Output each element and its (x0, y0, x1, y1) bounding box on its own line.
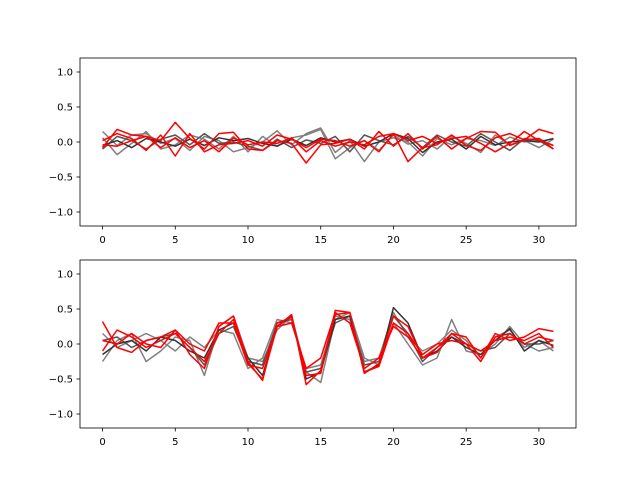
x-tick-label: 10 (242, 437, 255, 448)
x-tick-label: 15 (314, 235, 327, 246)
x-tick-label: 10 (242, 235, 255, 246)
y-tick-label: 0.0 (57, 138, 73, 149)
y-tick-label: −0.5 (49, 173, 73, 184)
series-line-6 (102, 311, 554, 370)
bottom-subplot: 0 5 10 15 20 25 30 −1.0 −0.5 0.0 0.5 1.0 (49, 259, 577, 448)
x-tick-label: 25 (460, 235, 473, 246)
series-group (101, 306, 554, 386)
x-tick-label: 25 (460, 437, 473, 448)
series-group (101, 121, 554, 164)
x-tick-label: 0 (99, 235, 105, 246)
x-tick-label: 15 (314, 437, 327, 448)
y-tick-label: 0.0 (57, 340, 73, 351)
x-tick-label: 30 (533, 235, 546, 246)
y-tick-label: 0.5 (57, 305, 73, 316)
y-tick-label: −1.0 (49, 208, 73, 219)
y-tick-label: −0.5 (49, 375, 73, 386)
x-tick-label: 30 (533, 437, 546, 448)
top-subplot: 0 5 10 15 20 25 30 −1.0 −0.5 0.0 0.5 1.0 (49, 57, 577, 246)
y-tick-label: −1.0 (49, 410, 73, 421)
x-tick-label: 5 (172, 437, 178, 448)
y-tick-label: 1.0 (57, 270, 73, 281)
x-tick-label: 20 (387, 437, 400, 448)
y-tick-label: 0.5 (57, 103, 73, 114)
x-tick-label: 0 (99, 437, 105, 448)
y-tick-label: 1.0 (57, 68, 73, 79)
series-line-5 (101, 311, 554, 386)
x-tick-label: 20 (387, 235, 400, 246)
series-line-6 (102, 130, 554, 153)
x-tick-label: 5 (172, 235, 178, 246)
series-line-5 (102, 132, 554, 163)
